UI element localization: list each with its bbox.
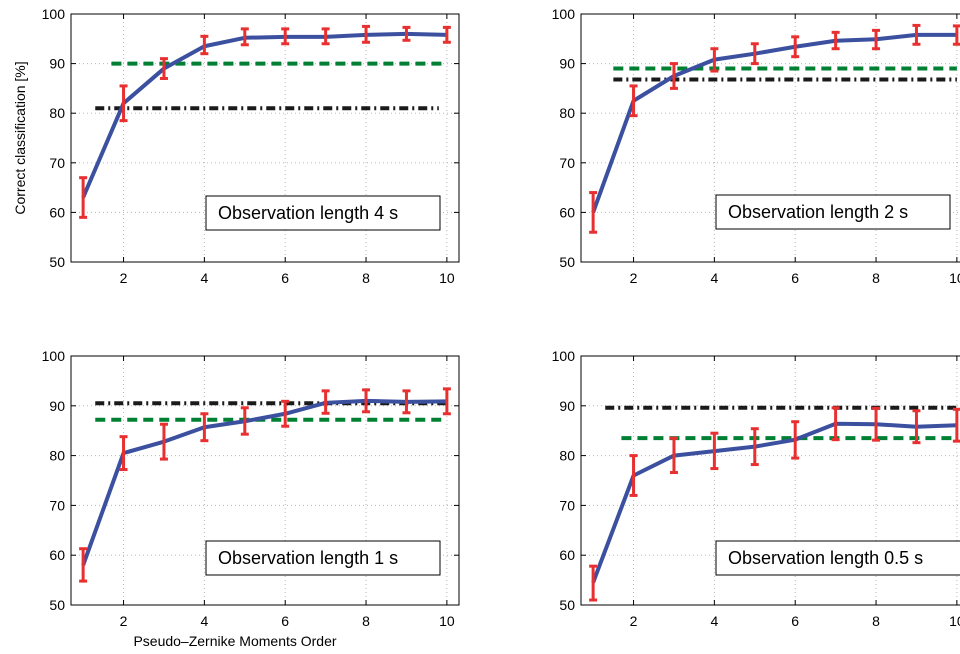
x-tick-label: 6 bbox=[281, 270, 289, 286]
annotation-text: Observation length 4 s bbox=[218, 203, 398, 223]
x-tick-label: 8 bbox=[872, 613, 880, 629]
y-tick-label: 90 bbox=[559, 56, 575, 72]
error-bar bbox=[200, 34, 209, 56]
error-bar bbox=[710, 431, 719, 471]
x-tick-label: 10 bbox=[439, 270, 455, 286]
x-tick-label: 2 bbox=[630, 270, 638, 286]
error-bar bbox=[321, 389, 330, 415]
error-bar bbox=[362, 24, 371, 44]
series-line bbox=[81, 398, 447, 566]
y-tick-label: 70 bbox=[559, 155, 575, 171]
series-line bbox=[591, 32, 957, 214]
x-tick-label: 4 bbox=[200, 613, 208, 629]
y-tick-label: 60 bbox=[49, 204, 65, 220]
series-line bbox=[591, 421, 957, 584]
annotation-box bbox=[715, 540, 960, 576]
x-tick-label: 4 bbox=[710, 613, 718, 629]
x-tick-label: 10 bbox=[949, 270, 960, 286]
x-tick-label: 8 bbox=[872, 270, 880, 286]
y-tick-label: 100 bbox=[42, 348, 66, 364]
annotation-box bbox=[205, 195, 441, 231]
y-tick-label: 90 bbox=[49, 398, 65, 414]
y-tick-label: 50 bbox=[49, 597, 65, 613]
y-tick-label: 90 bbox=[559, 398, 575, 414]
annotation-text: Observation length 0.5 s bbox=[728, 548, 923, 568]
axes-frame bbox=[70, 13, 460, 263]
x-axis-label: Pseudo–Zernike Moments Order bbox=[133, 633, 336, 649]
axes-frame bbox=[580, 13, 960, 263]
x-tick-label: 2 bbox=[120, 613, 128, 629]
annotation-text: Observation length 1 s bbox=[218, 548, 398, 568]
x-tick-label: 10 bbox=[949, 613, 960, 629]
error-bar bbox=[240, 406, 249, 436]
error-bar bbox=[321, 27, 330, 46]
chart-panel-4: 2 4 6 8 10 50 60 70 80 90 100 Observation length 0.… bbox=[552, 348, 960, 629]
error-bar bbox=[669, 436, 678, 475]
y-tick-label: 50 bbox=[559, 254, 575, 270]
y-tick-label: 80 bbox=[49, 448, 65, 464]
x-tick-label: 10 bbox=[439, 613, 455, 629]
x-tick-label: 6 bbox=[281, 613, 289, 629]
x-tick-label: 8 bbox=[362, 613, 370, 629]
y-tick-label: 50 bbox=[559, 597, 575, 613]
error-bar bbox=[79, 547, 88, 583]
annotation-box bbox=[715, 194, 951, 230]
y-tick-label: 70 bbox=[559, 497, 575, 513]
y-tick-label: 80 bbox=[559, 105, 575, 121]
y-tick-label: 100 bbox=[42, 6, 66, 22]
y-tick-label: 80 bbox=[559, 448, 575, 464]
x-tick-label: 4 bbox=[710, 270, 718, 286]
y-axis-label: Correct classification [%] bbox=[12, 61, 28, 214]
x-tick-label: 2 bbox=[120, 270, 128, 286]
x-tick-label: 6 bbox=[791, 270, 799, 286]
chart-panel-2: 2 4 6 8 10 50 60 70 80 90 100 Observation length 2 … bbox=[552, 6, 960, 286]
error-bar bbox=[240, 27, 249, 47]
annotation-text: Observation length 2 s bbox=[728, 202, 908, 222]
series-line bbox=[81, 31, 447, 199]
y-tick-label: 60 bbox=[559, 547, 575, 563]
error-bar bbox=[281, 27, 290, 46]
error-bar bbox=[710, 47, 719, 73]
y-tick-label: 60 bbox=[49, 547, 65, 563]
chart-panel-1: 2 4 6 8 10 50 60 70 80 90 100 Observation length 4 … bbox=[12, 6, 460, 286]
y-tick-label: 100 bbox=[552, 6, 576, 22]
error-bar bbox=[791, 420, 800, 460]
y-tick-label: 50 bbox=[49, 254, 65, 270]
x-tick-label: 8 bbox=[362, 270, 370, 286]
x-tick-label: 2 bbox=[630, 613, 638, 629]
chart-panel-3: 2 4 6 8 10 50 60 70 80 90 100 Observation length 1 … bbox=[42, 348, 460, 649]
y-tick-label: 80 bbox=[49, 105, 65, 121]
x-tick-label: 4 bbox=[200, 270, 208, 286]
error-bar bbox=[872, 28, 881, 51]
y-tick-label: 100 bbox=[552, 348, 576, 364]
axes-frame bbox=[580, 355, 960, 606]
y-tick-label: 60 bbox=[559, 204, 575, 220]
y-tick-label: 70 bbox=[49, 497, 65, 513]
axes-frame bbox=[70, 355, 460, 606]
y-tick-label: 70 bbox=[49, 155, 65, 171]
error-bar bbox=[831, 30, 840, 51]
x-tick-label: 6 bbox=[791, 613, 799, 629]
error-bar bbox=[589, 564, 598, 602]
annotation-box bbox=[205, 540, 441, 576]
y-tick-label: 90 bbox=[49, 56, 65, 72]
